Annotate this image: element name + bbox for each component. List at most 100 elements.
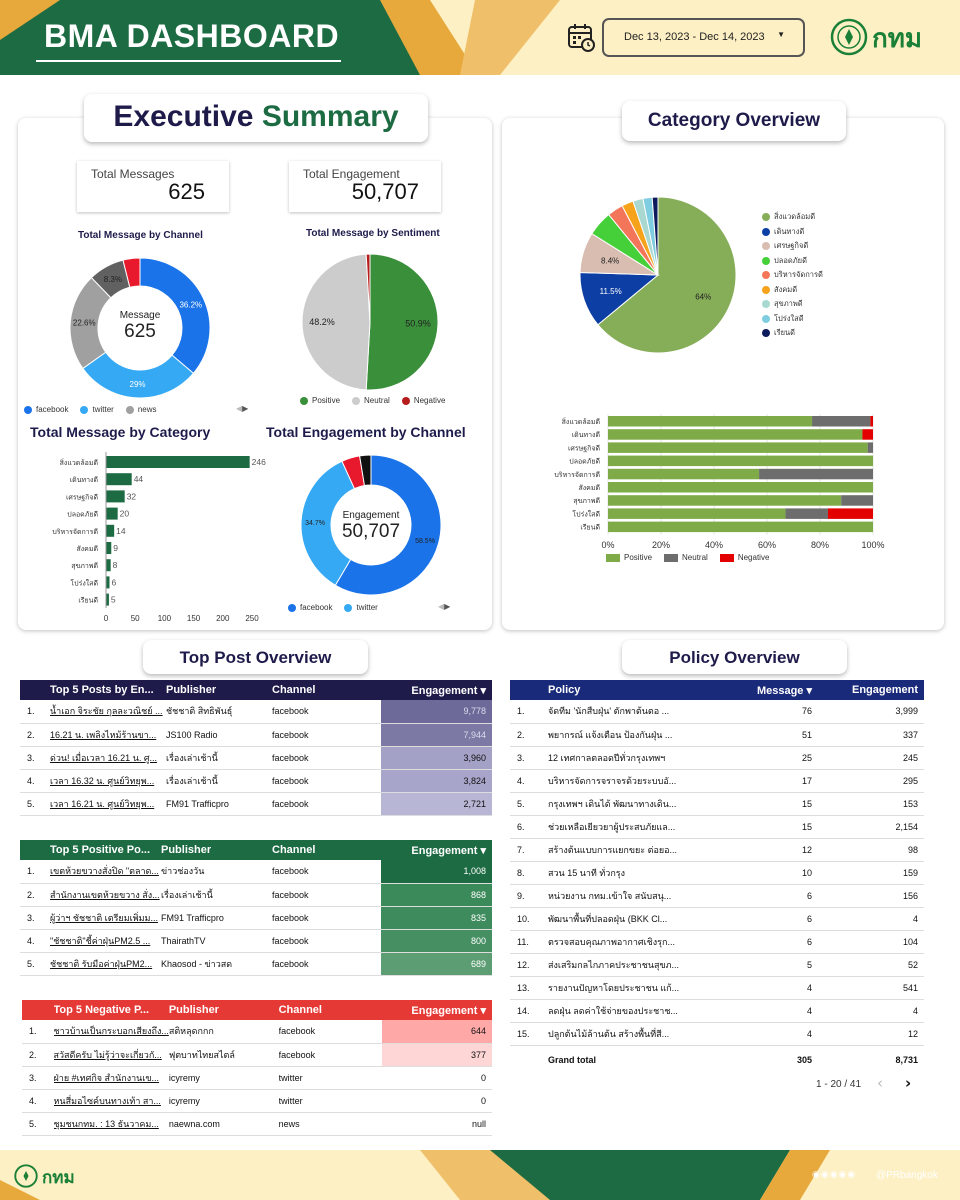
header-engagement-sort[interactable]: Engagement ▾ xyxy=(411,1004,486,1017)
post-link[interactable]: หนสี่มอไซค์บนทางเท้า สา... xyxy=(53,1089,169,1113)
slice-Neutral xyxy=(301,253,371,391)
table-row[interactable]: 7. สร้างต้นแบบการแยกขยะ ต่อยอ... 12 98 xyxy=(510,838,924,862)
x-tick-label: 60% xyxy=(758,540,776,550)
bar-Positive-เดินทางดี xyxy=(608,429,863,440)
date-range-select[interactable]: Dec 13, 2023 - Dec 14, 2023 ▼ xyxy=(602,18,805,57)
legend-prev-icon[interactable]: ◀ xyxy=(438,602,445,611)
header-publisher[interactable]: Publisher xyxy=(166,684,217,696)
table-row[interactable]: 3. 12 เทศกาลตลอดปีทั่วกรุงเทพฯ 25 245 xyxy=(510,746,924,770)
table-row[interactable]: 13. รายงานปัญหาโดยประชาชน แก้... 4 541 xyxy=(510,976,924,1000)
table-row[interactable]: 3. ฝ่าย #เทศกิจ สำนักงานเข... icyremy twitt… xyxy=(22,1066,492,1090)
bar-บริหารจัดการดี xyxy=(106,524,115,537)
legend-next-icon[interactable]: ▶ xyxy=(444,602,451,611)
slice-label: 58.5% xyxy=(415,538,435,545)
table-row[interactable]: 2. 16.21 น. เพลิงไหม้ร้านขา... JS100 Radio… xyxy=(20,723,492,747)
total-messages-card: Total Messages 625 xyxy=(77,161,229,212)
post-link[interactable]: น้ำเอก จิระชัย กุลละวณิชย์ ... xyxy=(50,700,166,724)
post-link[interactable]: ด่วน! เมื่อเวลา 16.21 น. ศู... xyxy=(50,746,166,770)
header-post[interactable]: Top 5 Negative P... xyxy=(53,1004,150,1016)
legend-pager[interactable]: ◀▶ xyxy=(236,404,248,413)
header-policy[interactable]: Policy xyxy=(548,684,581,696)
header-publisher[interactable]: Publisher xyxy=(168,1004,219,1016)
header-post[interactable]: Top 5 Positive Po... xyxy=(50,844,151,856)
chevron-right-icon[interactable]: › xyxy=(905,1074,912,1092)
row-index: 14. xyxy=(510,999,548,1023)
total-messages-value: 625 xyxy=(168,179,205,204)
table-row[interactable]: 4. "ชัชชาติ"ชี้ค่าฝุ่นPM2.5 ... ThairathTV… xyxy=(20,929,492,953)
table-row[interactable]: 4. บริหารจัดการจราจรด้วยระบบอั... 17 295 xyxy=(510,769,924,793)
header-engagement[interactable]: Engagement xyxy=(851,684,918,696)
table-row[interactable]: 3. ผู้ว่าฯ ชัชชาติ เตรียมเพิ่มม... FM91 Tr… xyxy=(20,906,492,930)
table-row[interactable]: 1. เขตห้วยขวางสั่งปิด "ตลาด... ข่าวช่องวัน… xyxy=(20,860,492,884)
header-channel[interactable]: Channel xyxy=(272,844,316,856)
x-tick-label: 150 xyxy=(187,614,201,623)
post-link[interactable]: เวลา 16.21 น. ศูนย์วิทยุพ... xyxy=(50,792,166,816)
category-tick-label: เดินทางดี xyxy=(572,431,600,439)
table-row[interactable]: 6. ช่วยเหลือเยียวยาผู้ประสบภัยแล... 15 2,15… xyxy=(510,815,924,839)
table-row[interactable]: 5. เวลา 16.21 น. ศูนย์วิทยุพ... FM91 Traff… xyxy=(20,792,492,816)
post-link[interactable]: เขตห้วยขวางสั่งปิด "ตลาด... xyxy=(50,860,161,884)
table-row[interactable]: 8. สวน 15 นาที ทั่วกรุง 10 159 xyxy=(510,861,924,885)
table-row[interactable]: 11. ตรวจสอบคุณภาพอากาศเชิงรุก... 6 104 xyxy=(510,930,924,954)
table-row[interactable]: 5. กรุงเทพฯ เดินได้ พัฒนาทางเดิน... 15 153 xyxy=(510,792,924,816)
channel-cell: facebook xyxy=(272,883,381,907)
header-engagement-sort[interactable]: Engagement ▾ xyxy=(411,844,486,857)
engagement-cell: 689 xyxy=(381,952,492,976)
executive-title-part1: Executive xyxy=(113,100,254,133)
table-row[interactable]: 5. ชัชชาติ รับมือค่าฝุ่นPM2... Khaosod - ข… xyxy=(20,952,492,976)
table-row[interactable]: 2. สำนักงานเขตห้วยขวาง สั่ง... เรื่องเล่าเ… xyxy=(20,883,492,907)
category-tick-label: เรียนดี xyxy=(78,597,98,605)
post-link[interactable]: สำนักงานเขตห้วยขวาง สั่ง... xyxy=(50,883,161,907)
post-link[interactable]: "ชัชชาติ"ชี้ค่าฝุ่นPM2.5 ... xyxy=(50,929,161,953)
header-channel[interactable]: Channel xyxy=(272,684,316,696)
table-row[interactable]: 2. สวัสดีครับ ไม่รู้ว่าจะเกี่ยวกั... ฟุตบา… xyxy=(22,1043,492,1067)
post-link[interactable]: ชัชชาติ รับมือค่าฝุ่นPM2... xyxy=(50,952,161,976)
header-publisher[interactable]: Publisher xyxy=(161,844,212,856)
message-count-cell: 12 xyxy=(728,838,818,862)
table-row[interactable]: 15. ปลูกต้นไม้ล้านต้น สร้างพื้นที่สี... 4 1… xyxy=(510,1022,924,1046)
table-row[interactable]: 9. หน่วยงาน กทม.เข้าใจ สนับสนุ... 6 156 xyxy=(510,884,924,908)
post-link[interactable]: เวลา 16.32 น. ศูนย์วิทยุพ... xyxy=(50,769,166,793)
engagement-cell: 3,960 xyxy=(381,746,492,770)
legend-label: สังคมดี xyxy=(774,284,798,294)
table-row[interactable]: 2. พยากรณ์ แจ้งเตือน ป้องกันฝุ่น ... 51 337 xyxy=(510,723,924,747)
slice-label: 8.4% xyxy=(601,256,619,265)
post-link[interactable]: สวัสดีครับ ไม่รู้ว่าจะเกี่ยวกั... xyxy=(53,1043,169,1067)
channel-cell: twitter xyxy=(278,1066,382,1090)
calendar-icon[interactable] xyxy=(566,22,596,52)
table-row[interactable]: 12. ส่งเสริมกลไกภาคประชาชนสุขภ... 5 52 xyxy=(510,953,924,977)
legend-next-icon[interactable]: ▶ xyxy=(242,404,249,413)
table-row[interactable]: 1. น้ำเอก จิระชัย กุลละวณิชย์ ... ชัชชาติ … xyxy=(20,700,492,724)
row-index: 2. xyxy=(20,883,50,907)
row-index: 10. xyxy=(510,907,548,931)
header-engagement-sort[interactable]: Engagement ▾ xyxy=(411,684,486,697)
channel-cell: facebook xyxy=(272,723,381,747)
header-message-sort[interactable]: Message ▾ xyxy=(756,684,812,697)
table-row[interactable]: 1. จัดทีม 'นักสืบฝุ่น' ตักพาต้นตอ ... 76 3,… xyxy=(510,700,924,724)
row-index: 2. xyxy=(22,1043,54,1067)
legend-prev-icon[interactable]: ◀ xyxy=(236,404,243,413)
table-row[interactable]: 14. ลดฝุ่น ลดค่าใช้จ่ายของประชาช... 4 4 xyxy=(510,999,924,1023)
row-index: 2. xyxy=(20,723,50,747)
legend-label: twitter xyxy=(356,603,378,612)
legend-label: Neutral xyxy=(682,553,708,562)
legend-pager[interactable]: ◀▶ xyxy=(438,602,450,611)
post-link[interactable]: 16.21 น. เพลิงไหม้ร้านขา... xyxy=(50,723,166,747)
chevron-left-icon[interactable]: ‹ xyxy=(877,1074,883,1092)
table-row[interactable]: 10. พัฒนาพื้นที่ปลอดฝุ่น (BKK Cl... 6 4 xyxy=(510,907,924,931)
post-link[interactable]: ผู้ว่าฯ ชัชชาติ เตรียมเพิ่มม... xyxy=(50,906,161,930)
post-link[interactable]: ฝ่าย #เทศกิจ สำนักงานเข... xyxy=(53,1066,169,1090)
table-row[interactable]: 4. เวลา 16.32 น. ศูนย์วิทยุพ... เรื่องเล่า… xyxy=(20,769,492,793)
post-link[interactable]: ชาวบ้านเป็นกระบอกเสียงถึง... xyxy=(53,1020,169,1044)
header-channel[interactable]: Channel xyxy=(278,1004,322,1016)
table-row[interactable]: 4. หนสี่มอไซค์บนทางเท้า สา... icyremy twitt… xyxy=(22,1089,492,1113)
engagement-cell: 4 xyxy=(818,999,924,1023)
table-row[interactable]: 5. ชุมชนกทม. : 13 ธันวาคม... naewna.com new… xyxy=(22,1112,492,1136)
message-count-cell: 6 xyxy=(728,907,818,931)
engagement-cell: 153 xyxy=(818,792,924,816)
table-row[interactable]: 1. ชาวบ้านเป็นกระบอกเสียงถึง... สติหลุดกกก… xyxy=(22,1020,492,1044)
row-index: 5. xyxy=(22,1112,54,1136)
table-row[interactable]: 3. ด่วน! เมื่อเวลา 16.21 น. ศู... เรื่องเล… xyxy=(20,746,492,770)
header-post[interactable]: Top 5 Posts by En... xyxy=(50,684,154,696)
post-link[interactable]: ชุมชนกทม. : 13 ธันวาคม... xyxy=(53,1112,169,1136)
